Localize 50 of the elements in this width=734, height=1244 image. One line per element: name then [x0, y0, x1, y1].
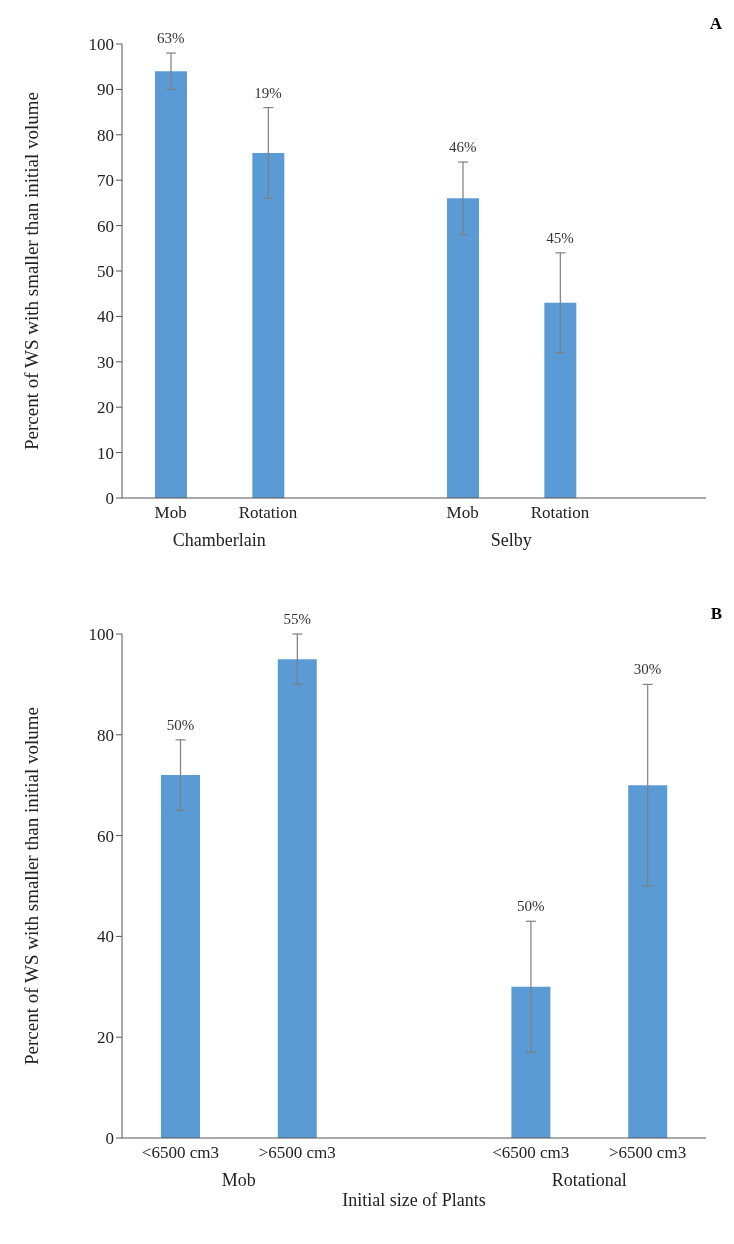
y-axis-title: Percent of WS with smaller than initial volume [20, 91, 43, 452]
y-tick-label: 30 [97, 352, 114, 372]
y-tick-label: 80 [97, 125, 114, 145]
y-tick-label: 80 [97, 725, 114, 745]
y-tick-label: 10 [97, 443, 114, 463]
y-axis-title: Percent of WS with smaller than initial volume [20, 706, 43, 1067]
text: 55% [283, 611, 311, 627]
chart-title: A [709, 14, 722, 34]
x-tick-label: >6500 cm3 [258, 1143, 336, 1163]
x-tick-label: >6500 cm3 [609, 1143, 687, 1163]
annotation: 30% [633, 661, 662, 678]
x-tick-label: Rotation [530, 503, 590, 523]
text: Selby [489, 530, 533, 551]
x-tick-label: <6500 cm3 [141, 1143, 219, 1163]
bar [252, 152, 285, 498]
x-tick-label: Mob [446, 503, 479, 523]
y-tick-label: 50 [97, 262, 114, 282]
text: Mob [220, 1170, 257, 1191]
bar [277, 659, 317, 1138]
chart-title: B [710, 604, 722, 624]
annotation: 19% [254, 84, 282, 101]
x-axis-title: Initial size of Plants [341, 1190, 487, 1211]
y-tick-label: 60 [97, 216, 114, 236]
bar [628, 785, 668, 1138]
y-tick-label: 70 [97, 171, 114, 191]
bar [511, 986, 551, 1138]
bar [155, 71, 187, 498]
annotation: 50% [517, 898, 545, 915]
y-tick-label: 0 [105, 1129, 114, 1149]
y-tick-label: 40 [97, 307, 114, 327]
text: Chamberlain [171, 530, 267, 551]
y-tick-label: 100 [88, 625, 114, 645]
bar [544, 302, 577, 498]
y-tick-label: 60 [97, 826, 114, 846]
y-tick-label: 40 [97, 927, 114, 947]
annotation: 50% [166, 716, 195, 733]
x-tick-label: Rotation [238, 503, 298, 523]
y-tick-label: 20 [97, 1028, 114, 1048]
bar [447, 198, 479, 498]
bar [161, 775, 200, 1138]
x-tick-label: Mob [154, 503, 187, 523]
y-tick-label: 100 [88, 35, 114, 55]
text: Rotational [550, 1170, 628, 1191]
x-tick-label: <6500 cm3 [492, 1143, 570, 1163]
y-tick-label: 20 [97, 398, 114, 418]
y-tick-label: 0 [105, 489, 114, 509]
annotation: 45% [546, 229, 574, 246]
annotation: 63% [156, 30, 185, 47]
y-tick-label: 90 [97, 80, 114, 100]
annotation: 46% [448, 139, 477, 156]
